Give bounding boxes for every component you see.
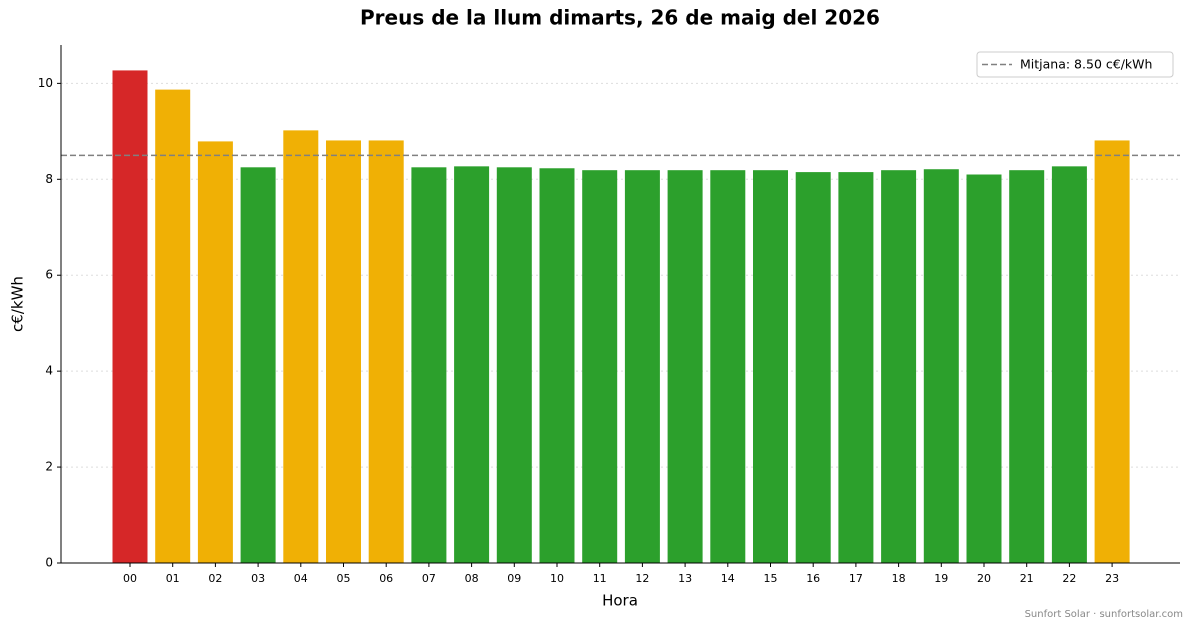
x-tick-label: 00 [123,572,137,585]
bar [496,167,532,564]
bar [368,140,404,563]
y-tick-label: 4 [45,364,53,378]
x-tick-label: 12 [635,572,649,585]
bar [326,140,361,563]
bar [539,168,575,563]
x-tick-label: 20 [977,572,991,585]
x-tick-label: 08 [465,572,479,585]
bar [966,174,1002,563]
bar [112,70,148,563]
x-tick-label: 06 [379,572,393,585]
x-tick-label: 17 [849,572,863,585]
x-tick-label: 11 [593,572,607,585]
legend-box [976,51,1174,78]
y-tick-label: 6 [45,268,53,282]
bar [197,141,233,563]
bar [454,166,490,563]
bar [667,170,703,563]
bar [1051,166,1087,563]
x-tick-label: 03 [251,572,265,585]
bar [283,130,319,563]
bar [624,170,660,563]
bar [155,89,191,563]
x-tick-label: 07 [422,572,436,585]
bar [923,169,959,564]
x-tick-label: 16 [806,572,820,585]
bar [240,167,276,564]
y-tick-label: 8 [45,172,53,186]
x-tick-label: 09 [507,572,521,585]
x-tick-label: 18 [892,572,906,585]
x-tick-label: 05 [337,572,351,585]
y-axis-label: c€/kWh [9,276,27,332]
x-tick-label: 01 [166,572,180,585]
chart-title: Preus de la llum dimarts, 26 de maig del… [360,6,880,30]
x-tick-label: 10 [550,572,564,585]
bar [1009,170,1045,563]
y-tick-label: 10 [38,76,53,90]
bar [1094,140,1130,563]
bar [753,170,788,563]
x-tick-label: 04 [294,572,308,585]
bar [881,170,917,563]
x-tick-label: 23 [1105,572,1119,585]
x-tick-label: 14 [721,572,735,585]
x-tick-label: 02 [208,572,222,585]
bar [710,170,746,563]
x-tick-label: 15 [764,572,778,585]
x-tick-label: 13 [678,572,692,585]
bar [582,170,618,563]
legend-label: Mitjana: 8.50 c€/kWh [1020,57,1152,72]
bar [795,172,831,563]
footer: Sunfort Solar · sunfortsolar.com [1025,609,1183,620]
x-axis-label: Hora [602,592,638,610]
bar [838,172,874,563]
bar [411,167,447,564]
y-tick-label: 0 [45,556,53,570]
y-tick-label: 2 [45,460,53,474]
x-tick-label: 19 [934,572,948,585]
x-tick-label: 22 [1062,572,1076,585]
x-tick-label: 21 [1020,572,1034,585]
